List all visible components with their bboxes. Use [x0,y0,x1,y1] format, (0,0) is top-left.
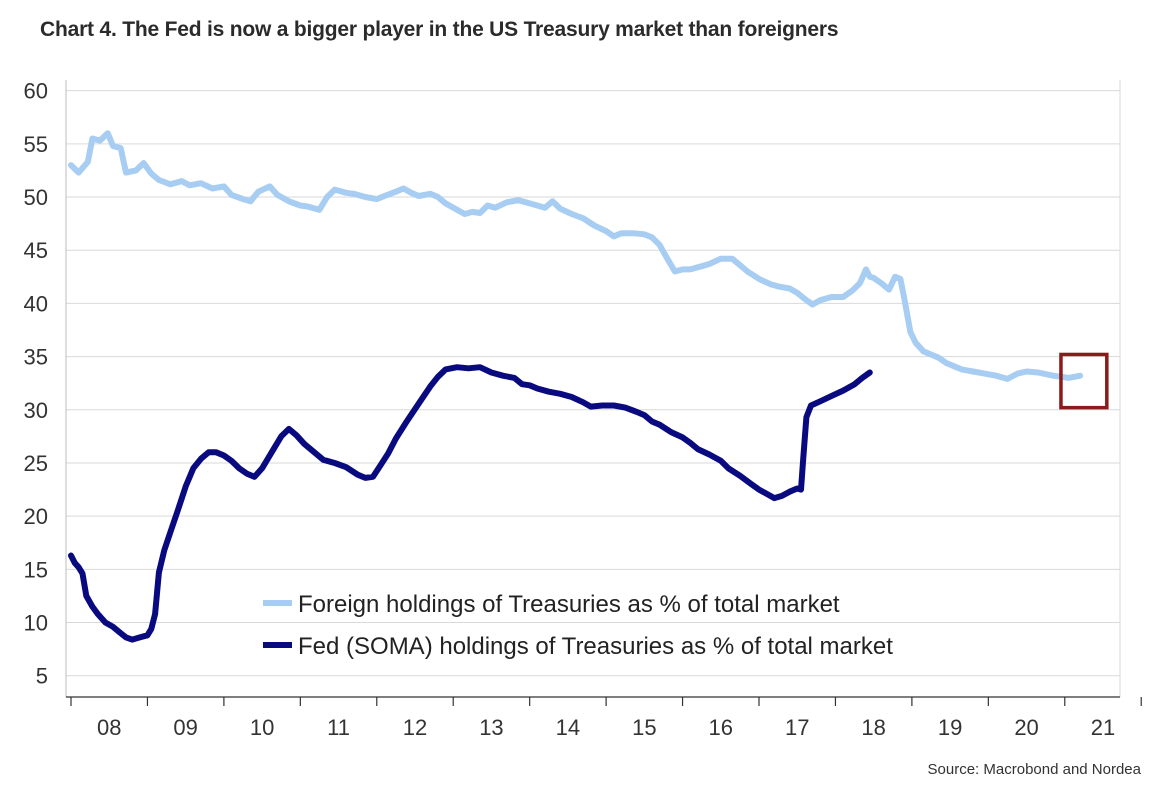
x-tick-label: 21 [1091,715,1115,740]
grid-lines [66,90,1120,677]
y-tick-label: 60 [24,79,48,104]
legend-label: Foreign holdings of Treasuries as % of t… [298,591,840,618]
y-tick-label: 40 [24,291,48,316]
y-axis-ticks: 5 10 15 20 25 30 35 40 45 50 55 60 [24,79,48,689]
x-tick-label: 16 [709,715,733,740]
source-note: Source: Macrobond and Nordea [927,761,1141,778]
legend: Foreign holdings of Treasuries as % of t… [263,591,893,660]
y-tick-label: 20 [24,504,48,529]
x-tick-label: 10 [250,715,274,740]
highlight-rect [1059,352,1109,410]
y-tick-label: 35 [24,345,48,370]
x-tick-label: 14 [556,715,580,740]
x-tick-label: 09 [173,715,197,740]
x-axis-ticks: 08 09 10 11 12 13 14 15 16 17 18 19 20 21 [97,715,1115,740]
series-lines [68,130,1084,643]
y-tick-label: 25 [24,451,48,476]
highlight-box [1059,352,1109,410]
y-tick-label: 15 [24,557,48,582]
x-tick-label: 15 [632,715,656,740]
axes [65,80,1142,706]
chart-title: Chart 4. The Fed is now a bigger player … [40,18,839,41]
y-tick-label: 30 [24,398,48,423]
foreign-holdings-line [68,130,1084,382]
x-tick-label: 18 [861,715,885,740]
x-tick-label: 20 [1014,715,1038,740]
x-tick-label: 13 [479,715,503,740]
fed-holdings-line [68,364,873,643]
x-tick-label: 08 [97,715,121,740]
x-tick-label: 17 [785,715,809,740]
x-tick-label: 12 [403,715,427,740]
y-tick-label: 45 [24,238,48,263]
legend-label: Fed (SOMA) holdings of Treasuries as % o… [298,633,893,660]
x-tick-label: 19 [938,715,962,740]
y-tick-label: 5 [36,664,48,689]
y-tick-label: 50 [24,185,48,210]
x-tick-label: 11 [327,715,350,740]
y-tick-label: 10 [24,611,48,636]
y-tick-label: 55 [24,132,48,157]
